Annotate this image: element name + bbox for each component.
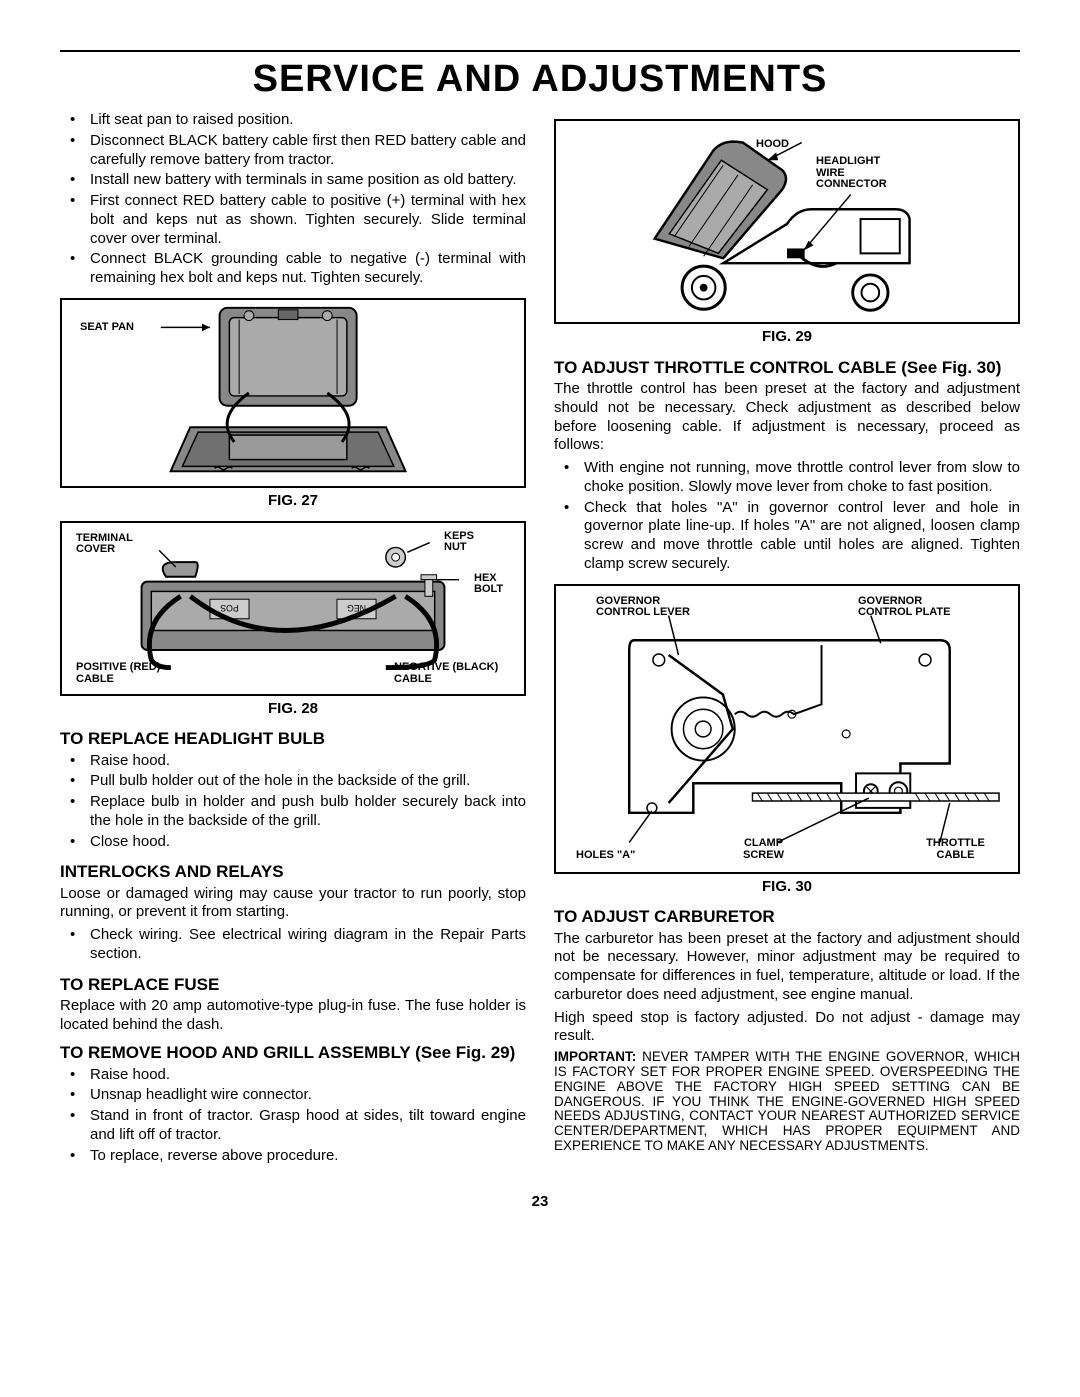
carb-para1: The carburetor has been preset at the fa… (554, 930, 1020, 1005)
list-item: First connect RED battery cable to posit… (60, 192, 526, 248)
right-column: HOOD HEADLIGHT WIRE CONNECTOR (554, 111, 1020, 1175)
fig29-caption: FIG. 29 (554, 328, 1020, 347)
list-item: Disconnect BLACK battery cable first the… (60, 132, 526, 170)
label-headlight-connector: HEADLIGHT WIRE CONNECTOR (816, 156, 906, 191)
figure-27: SEAT PAN (60, 298, 526, 488)
fig30-illustration (556, 586, 1018, 872)
interlocks-bullets: Check wiring. See electrical wiring diag… (60, 926, 526, 964)
label-positive-cable: POSITIVE (RED) CABLE (76, 662, 186, 685)
list-item: Connect BLACK grounding cable to negativ… (60, 250, 526, 288)
battery-steps: Lift seat pan to raised position. Discon… (60, 111, 526, 288)
list-item: With engine not running, move throttle c… (554, 459, 1020, 497)
label-keps-nut: KEPS NUT (444, 531, 484, 554)
fig29-illustration (556, 121, 1018, 322)
page-number: 23 (60, 1193, 1020, 1210)
list-item: Check wiring. See electrical wiring diag… (60, 926, 526, 964)
list-item: Unsnap headlight wire connector. (60, 1086, 526, 1105)
headlight-title: TO REPLACE HEADLIGHT BULB (60, 728, 526, 749)
label-hex-bolt: HEX BOLT (474, 573, 512, 596)
carb-important: IMPORTANT: NEVER TAMPER WITH THE ENGINE … (554, 1050, 1020, 1154)
throttle-para: The throttle control has been preset at … (554, 380, 1020, 455)
throttle-title: TO ADJUST THROTTLE CONTROL CABLE (See Fi… (554, 357, 1020, 378)
list-item: Raise hood. (60, 752, 526, 771)
interlocks-title: INTERLOCKS AND RELAYS (60, 861, 526, 882)
columns: Lift seat pan to raised position. Discon… (60, 111, 1020, 1175)
figure-29: HOOD HEADLIGHT WIRE CONNECTOR (554, 119, 1020, 324)
hood-title: TO REMOVE HOOD AND GRILL ASSEMBLY (See F… (60, 1042, 526, 1063)
carb-para2: High speed stop is factory adjusted. Do … (554, 1009, 1020, 1047)
figure-30: GOVERNOR CONTROL LEVER GOVERNOR CONTROL … (554, 584, 1020, 874)
list-item: To replace, reverse above procedure. (60, 1147, 526, 1166)
list-item: Pull bulb holder out of the hole in the … (60, 772, 526, 791)
list-item: Install new battery with terminals in sa… (60, 171, 526, 190)
label-negative-cable: NEGATIVE (BLACK) CABLE (394, 662, 504, 685)
list-item: Stand in front of tractor. Grasp hood at… (60, 1107, 526, 1145)
label-terminal-cover: TERMINAL COVER (76, 533, 146, 556)
left-column: Lift seat pan to raised position. Discon… (60, 111, 526, 1175)
fig28-caption: FIG. 28 (60, 700, 526, 719)
top-rule (60, 50, 1020, 52)
interlocks-para: Loose or damaged wiring may cause your t… (60, 885, 526, 923)
list-item: Raise hood. (60, 1066, 526, 1085)
fuse-para: Replace with 20 amp automotive-type plug… (60, 997, 526, 1035)
label-throttle-cable: THROTTLE CABLE (918, 838, 993, 861)
figure-28: TERMINAL COVER KEPS NUT HEX BOLT POSITIV… (60, 521, 526, 696)
page-title: SERVICE AND ADJUSTMENTS (60, 58, 1020, 101)
fig30-caption: FIG. 30 (554, 878, 1020, 897)
carb-title: TO ADJUST CARBURETOR (554, 906, 1020, 927)
fuse-title: TO REPLACE FUSE (60, 974, 526, 995)
list-item: Lift seat pan to raised position. (60, 111, 526, 130)
label-holes-a: HOLES "A" (576, 850, 635, 862)
important-text: NEVER TAMPER WITH THE ENGINE GOVERNOR, W… (554, 1049, 1020, 1153)
throttle-bullets: With engine not running, move throttle c… (554, 459, 1020, 574)
label-clamp-screw: CLAMP SCREW (736, 838, 791, 861)
headlight-bullets: Raise hood. Pull bulb holder out of the … (60, 752, 526, 852)
fig27-caption: FIG. 27 (60, 492, 526, 511)
list-item: Close hood. (60, 833, 526, 852)
important-label: IMPORTANT: (554, 1049, 636, 1064)
label-gov-plate: GOVERNOR CONTROL PLATE (858, 596, 978, 619)
hood-bullets: Raise hood. Unsnap headlight wire connec… (60, 1066, 526, 1166)
label-seat-pan: SEAT PAN (80, 322, 134, 334)
svg-text:POS: POS (220, 603, 239, 613)
label-gov-lever: GOVERNOR CONTROL LEVER (596, 596, 706, 619)
label-hood: HOOD (756, 139, 789, 151)
list-item: Replace bulb in holder and push bulb hol… (60, 793, 526, 831)
list-item: Check that holes "A" in governor control… (554, 499, 1020, 574)
